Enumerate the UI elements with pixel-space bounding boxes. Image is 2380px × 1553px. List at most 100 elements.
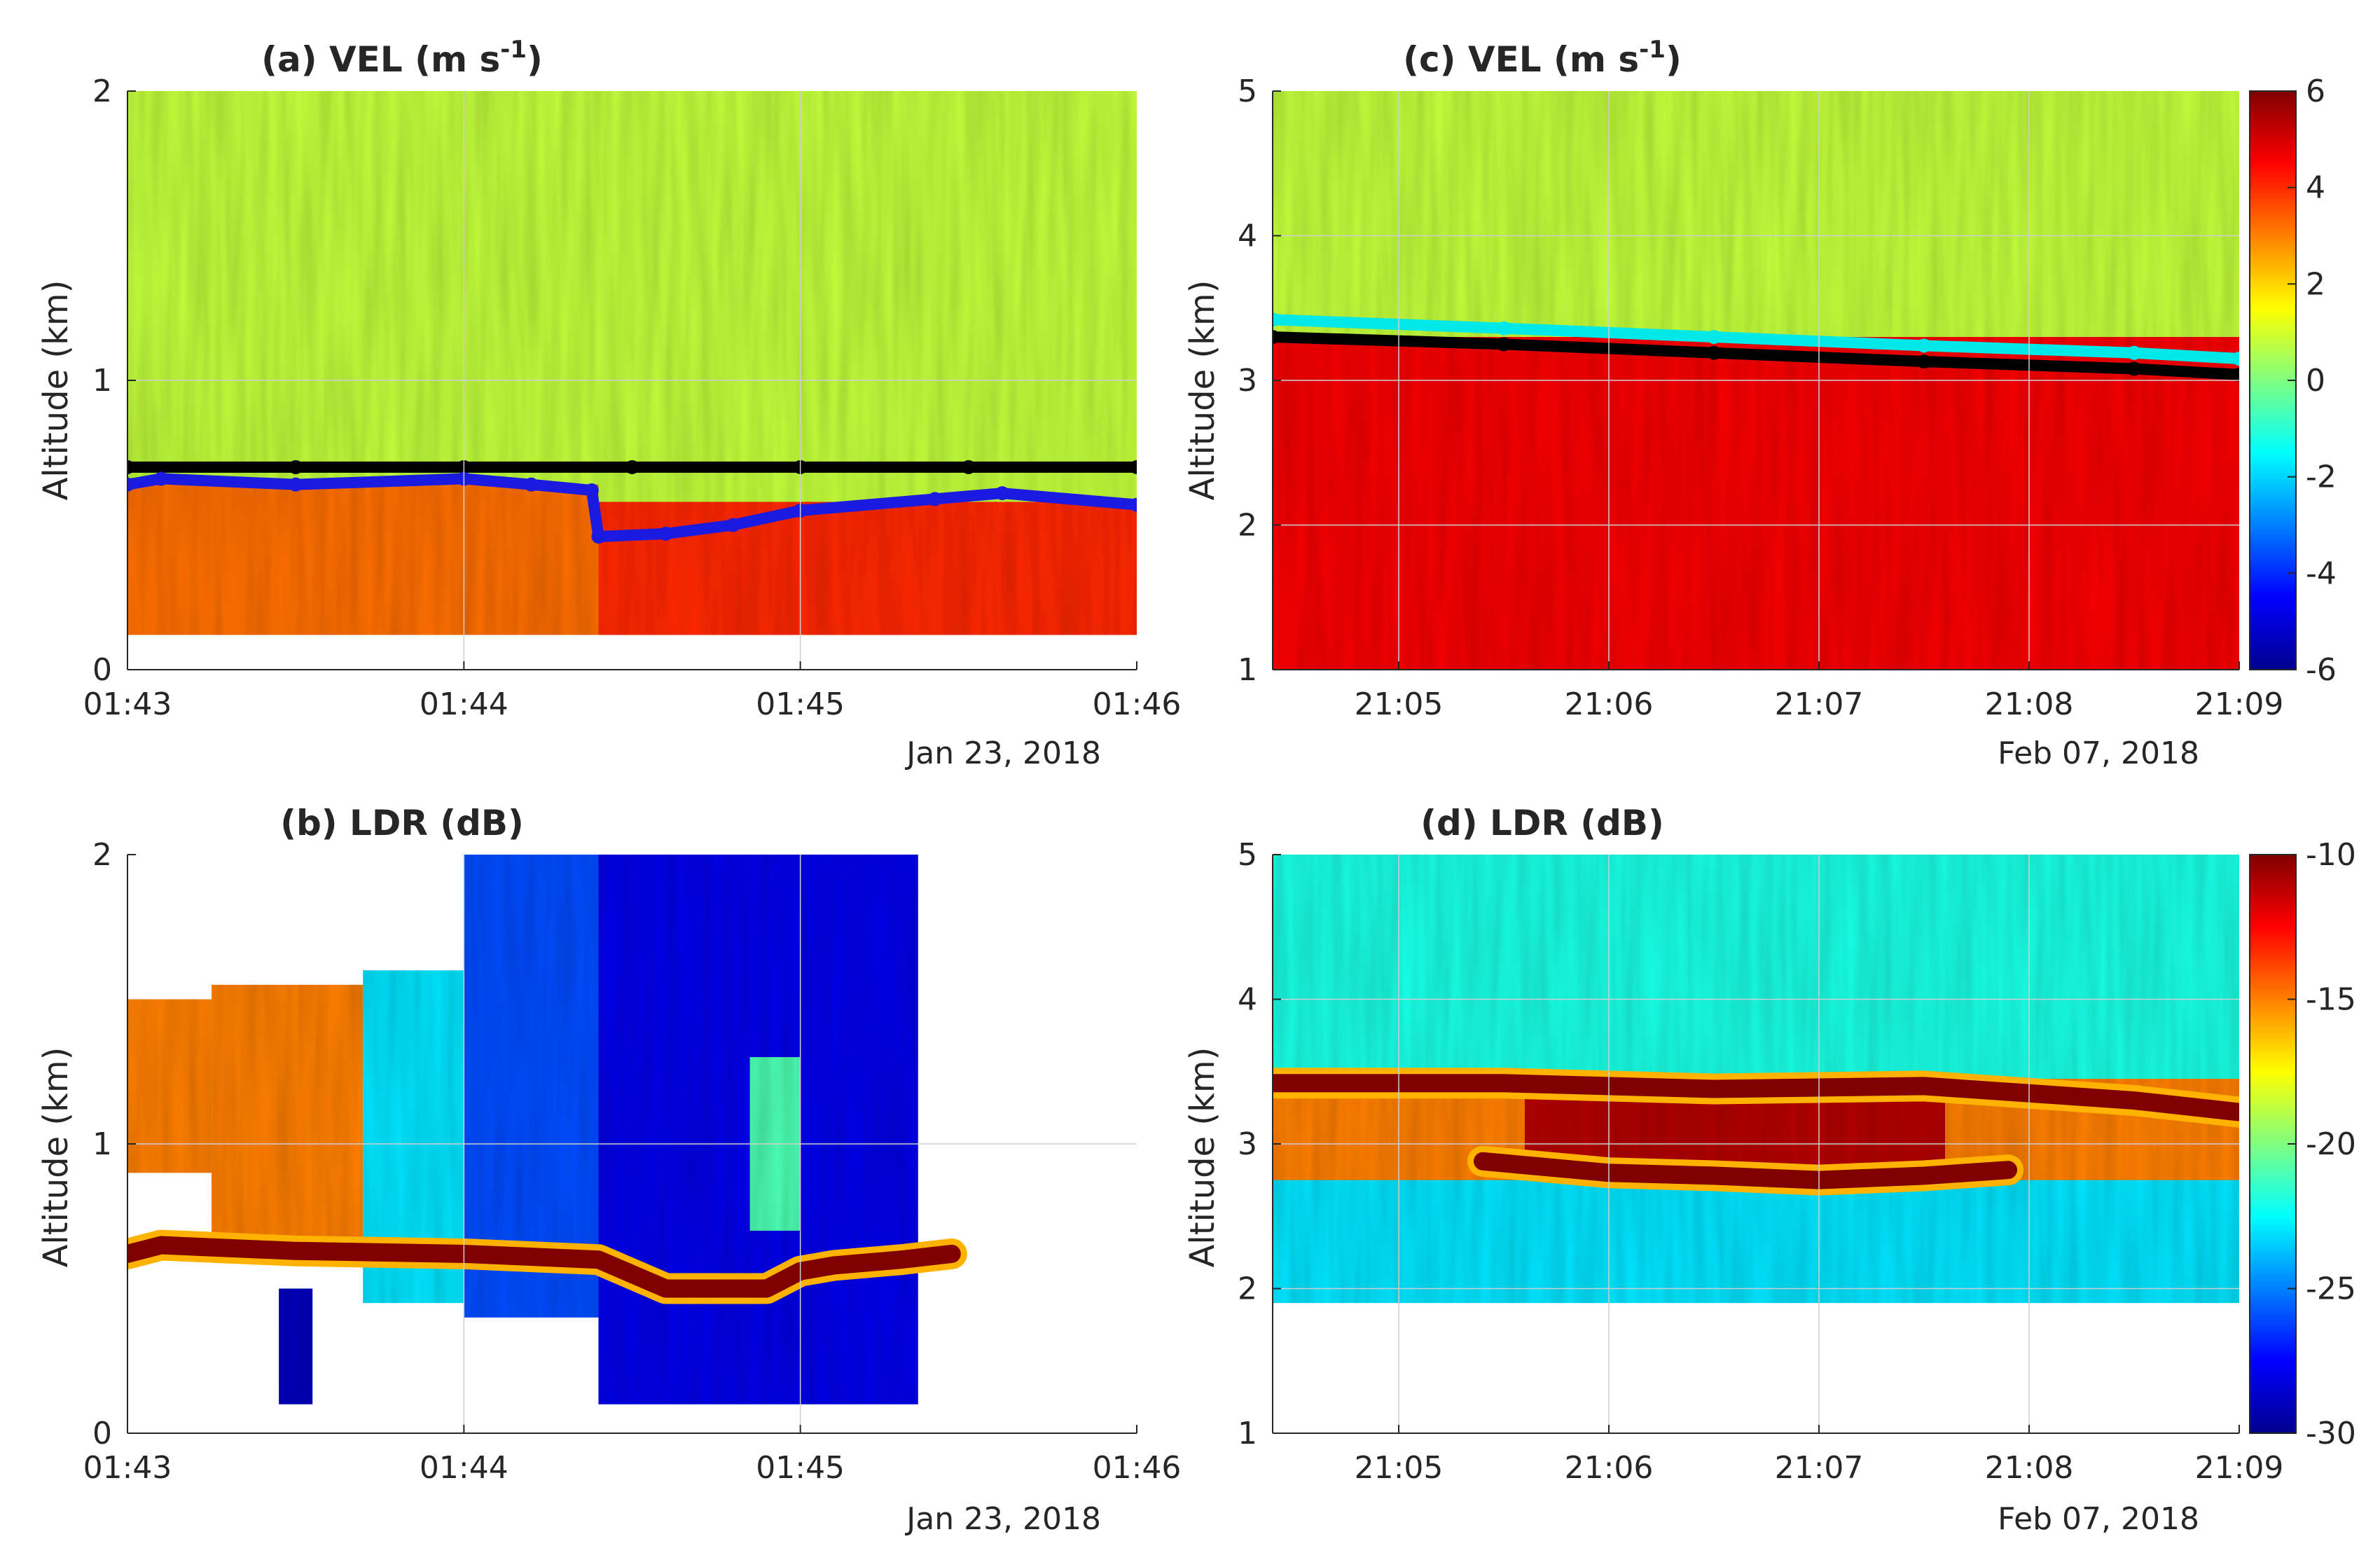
panel-a-marker-blue	[658, 526, 673, 541]
panel-c-marker-cyan	[2232, 352, 2239, 366]
panel-c-colorbar-label: 4	[2306, 170, 2325, 206]
panel-d-xtick-label: 21:05	[1355, 1450, 1444, 1486]
panel-d-colorbar-label: -15	[2306, 982, 2356, 1018]
panel-c-marker-black	[2232, 367, 2239, 382]
panel-c-title: (c) VEL (m s-1)	[1403, 36, 1682, 80]
panel-c-colorbar-label: -6	[2306, 652, 2337, 688]
panel-a-xtick-label: 01:44	[420, 686, 508, 722]
panel-b-xtick-label: 01:45	[756, 1450, 845, 1486]
panel-a-xtick-label: 01:43	[83, 686, 172, 722]
panel-c-marker-black	[1707, 345, 1721, 360]
panel-c-xtick-label: 21:09	[2195, 686, 2284, 722]
svg-text:(a) VEL (m s-1): (a) VEL (m s-1)	[261, 36, 543, 80]
panel-d-xtick-label: 21:06	[1565, 1450, 1654, 1486]
panel-d-field	[1273, 855, 2239, 1304]
panel-b-data-region-5	[279, 1288, 313, 1404]
panel-c-xtick-label: 21:06	[1565, 686, 1654, 722]
panel-a-no-data-region	[127, 635, 1137, 670]
panel-d-colorbar: -30 -25 -20 -15 -10	[2249, 837, 2356, 1451]
panel-a-title: (a) VEL (m s-1)	[261, 36, 543, 80]
panel-a-marker-blue	[127, 477, 134, 492]
panel-d-ytick-label: 3	[1238, 1126, 1257, 1162]
panel-a-ytick-label: 1	[92, 363, 112, 399]
panel-c-ytick-label: 5	[1238, 74, 1257, 109]
panel-d-ytick-label: 1	[1238, 1416, 1257, 1451]
panel-a-marker-black	[961, 460, 976, 474]
panel-a-title-main: (a) VEL (m s	[261, 39, 500, 80]
panel-a-ytick-label: 2	[92, 74, 112, 109]
panel-b-data-region-0	[127, 999, 212, 1173]
panel-d-colorbar-label: -10	[2306, 837, 2356, 873]
panel-c-xtick-label: 21:08	[1985, 686, 2074, 722]
panel-a-xtick-label: 01:46	[1093, 686, 1182, 722]
panel-c-date-label: Feb 07, 2018	[1998, 736, 2199, 771]
panel-b-title: (b) LDR (dB)	[280, 803, 524, 843]
panel-a-marker-blue	[524, 477, 539, 492]
panel-c-xtick-label: 21:05	[1355, 686, 1444, 722]
panel-b: (b) LDR (dB) 0 1 2 01:43 01:44 01:45 01:46 Alt…	[36, 803, 1181, 1537]
panel-c-xtick-label: 21:07	[1775, 686, 1864, 722]
panel-a-data-region-0	[127, 484, 599, 635]
panel-d-data-region-0	[1273, 855, 2239, 1086]
panel-d-date-label: Feb 07, 2018	[1998, 1501, 2199, 1537]
panel-d: (d) LDR (dB) 1 2 3 4 5 21:05 21:06 21:07 21:08 21…	[1183, 803, 2356, 1537]
panel-a-marker-blue	[289, 477, 303, 492]
panel-d-colorbar-label: -20	[2306, 1126, 2356, 1162]
panel-a-date-label: Jan 23, 2018	[904, 736, 1101, 771]
panel-c-marker-cyan	[1707, 330, 1721, 345]
panel-d-ytick-label: 2	[1238, 1271, 1257, 1307]
panel-d-xtick-label: 21:09	[2195, 1450, 2284, 1486]
panel-c-ytick-label: 4	[1238, 219, 1257, 254]
panel-a-marker-blue	[726, 518, 740, 532]
panel-d-xtick-label: 21:07	[1775, 1450, 1864, 1486]
panel-c-colorbar-label: 0	[2306, 363, 2325, 399]
panel-c-marker-cyan	[1497, 321, 1511, 336]
panel-c-ylabel: Altitude (km)	[1183, 280, 1222, 501]
panel-c-ytick-label: 1	[1238, 652, 1257, 688]
panel-a-marker-blue	[584, 483, 599, 497]
panel-a-marker-black	[1130, 460, 1137, 474]
panel-b-xtick-label: 01:46	[1093, 1450, 1182, 1486]
panel-c-colorbar-label: 6	[2306, 74, 2325, 109]
panel-a-marker-blue	[995, 486, 1009, 501]
panel-c-marker-black	[1273, 330, 1280, 345]
panel-d-title: (d) LDR (dB)	[1420, 803, 1664, 843]
panel-a-marker-blue	[591, 530, 606, 544]
panel-d-ytick-label: 5	[1238, 837, 1257, 873]
panel-c-plot-area: 1 2 3 4 5 21:05 21:06 21:07 21:08 21:09	[1238, 74, 2283, 722]
panel-c-colorbar-label: -2	[2306, 460, 2337, 495]
panel-c-marker-cyan	[2127, 345, 2141, 360]
panel-a-data-region-1	[598, 502, 1137, 635]
panel-c-ytick-label: 2	[1238, 508, 1257, 544]
panel-a-ylabel: Altitude (km)	[36, 280, 76, 501]
panel-d-ylabel: Altitude (km)	[1183, 1047, 1222, 1268]
panel-c-marker-black	[1917, 354, 1931, 369]
panel-d-plot-area: 1 2 3 4 5 21:05 21:06 21:07 21:08 21:09	[1238, 837, 2283, 1486]
panel-c-marker-cyan	[1273, 312, 1280, 327]
panel-b-band-core-0	[127, 1236, 961, 1298]
panel-c: (c) VEL (m s-1) 1 2 3 4 5 21:05 21:06 21:07 21:0…	[1183, 36, 2337, 771]
panel-c-colorbar: -6 -4 -2 0 2 4 6	[2249, 74, 2337, 688]
panel-c-title-sup: -1	[1639, 36, 1666, 64]
panel-b-ytick-label: 2	[92, 837, 112, 873]
panel-d-data-region-1	[1273, 1173, 2239, 1304]
panel-b-ytick-label: 1	[92, 1126, 112, 1162]
panel-b-field	[127, 855, 967, 1404]
panel-c-ytick-label: 3	[1238, 363, 1257, 399]
panel-a-marker-black	[127, 460, 134, 474]
panel-b-ytick-label: 0	[92, 1416, 112, 1451]
panel-d-band-core-1	[1474, 1152, 2017, 1189]
panel-c-title-main: (c) VEL (m s	[1403, 39, 1639, 80]
panel-d-xtick-label: 21:08	[1985, 1450, 2074, 1486]
panel-a-marker-blue	[927, 492, 942, 506]
panel-d-colorbar-label: -25	[2306, 1271, 2356, 1307]
panel-a-ytick-label: 0	[92, 652, 112, 688]
panel-c-marker-cyan	[1917, 338, 1931, 353]
panel-c-title-end: )	[1666, 39, 1682, 80]
panel-a-xtick-label: 01:45	[756, 686, 845, 722]
panel-a-marker-blue	[154, 471, 169, 486]
panel-c-data-region-0	[1273, 337, 2239, 670]
panel-c-marker-black	[1497, 337, 1511, 352]
